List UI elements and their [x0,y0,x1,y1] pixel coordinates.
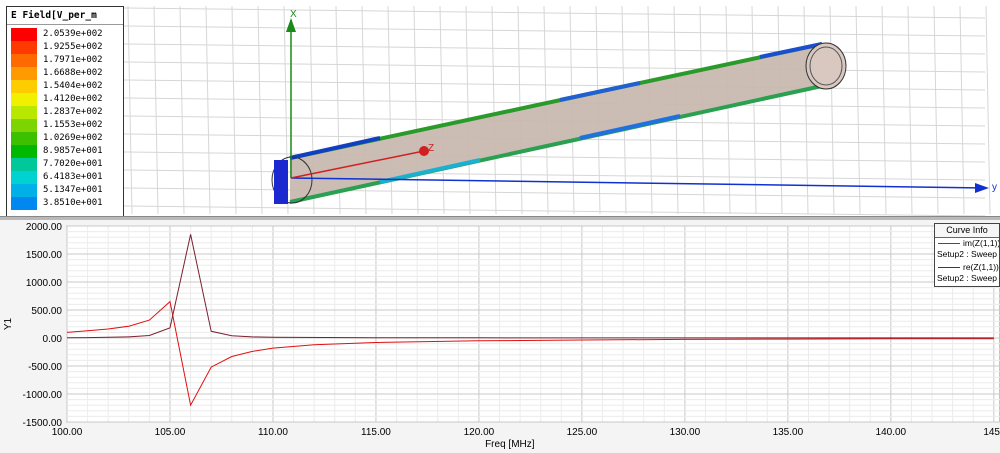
report-plot[interactable]: 2000.00 1500.00 1000.00 500.00 0.00 -500.00 -1… [0,220,1000,453]
legend-swatch [11,145,37,158]
x-tick-label: 110.00 [258,427,288,438]
legend-title: E Field[V_per_m [7,7,123,25]
y-tick-label: 0.00 [43,334,63,345]
x-tick-label: 130.00 [670,427,701,438]
legend-value: 1.5404e+002 [43,81,103,91]
pane-splitter[interactable] [0,216,1000,220]
y-axis-title: Y1 [3,317,14,330]
curve-name: im(Z(1,1)) [963,238,999,248]
curve-info-legend[interactable]: Curve Info im(Z(1,1)) Setup2 : Sweep re(… [934,223,1000,287]
legend-value: 1.0269e+002 [43,133,103,143]
legend-value: 5.1347e+001 [43,185,103,195]
coordinate-axes: X y Z [286,9,997,193]
legend-swatch [11,158,37,171]
plot-area[interactable] [66,225,1000,423]
x-tick-label: 100.00 [52,427,83,438]
curve-name: re(Z(1,1)) [963,262,999,272]
legend-value: 1.9255e+002 [43,42,103,52]
legend-row: 8.9857e+001 [7,145,125,158]
curve-setup: Setup2 : Sweep [937,249,998,259]
x-tick-label: 125.00 [567,427,598,438]
legend-row: 1.5404e+002 [7,80,125,93]
legend-value: 1.7971e+002 [43,55,103,65]
legend-swatch [11,80,37,93]
legend-row: 1.2837e+002 [7,106,125,119]
curve-setup: Setup2 : Sweep [937,273,998,283]
legend-swatch [11,54,37,67]
coax-line-model[interactable] [271,42,847,204]
legend-swatch [11,197,37,210]
x-tick-label: 120.00 [464,427,495,438]
y-tick-label: 500.00 [31,306,62,317]
x-tick-label: 115.00 [361,427,391,438]
legend-swatch [11,171,37,184]
y-tick-label: -1500.00 [23,418,63,429]
y-tick-label: -500.00 [28,362,62,373]
field-color-legend[interactable]: E Field[V_per_m 2.0539e+002 1.9255e+002 1.… [6,6,124,216]
y-tick-label: -1000.00 [23,390,63,401]
legend-swatch [11,106,37,119]
legend-swatch [11,184,37,197]
legend-swatch [11,67,37,80]
legend-row: 6.4183e+001 [7,171,125,184]
xy-plot[interactable]: 2000.00 1500.00 1000.00 500.00 0.00 -500.00 -1… [0,220,1000,453]
legend-value: 6.4183e+001 [43,172,103,182]
legend-value: 8.9857e+001 [43,146,103,156]
3d-viewport[interactable]: X y Z E Field[V_per_m 2.0539e+002 1.9255e… [0,0,1000,216]
legend-row: 1.4120e+002 [7,93,125,106]
x-tick-label: 140.00 [876,427,907,438]
legend-swatch [11,119,37,132]
legend-row: 5.1347e+001 [7,184,125,197]
curve-info-title: Curve Info [935,224,999,238]
legend-value: 1.4120e+002 [43,94,103,104]
y-tick-label: 2000.00 [26,222,63,233]
y-axis-label: y [992,182,997,193]
legend-row: 2.0539e+002 [7,28,125,41]
legend-row: 7.7020e+001 [7,158,125,171]
series-line[interactable] [66,300,994,407]
series-line[interactable] [66,234,994,339]
legend-value: 1.6688e+002 [43,68,103,78]
x-tick-label: 135.00 [773,427,804,438]
curve-swatch [938,243,960,244]
curve-entry[interactable]: im(Z(1,1)) Setup2 : Sweep [935,238,999,262]
legend-swatch [11,132,37,145]
x-axis-label: X [290,9,297,20]
curve-entry[interactable]: re(Z(1,1)) Setup2 : Sweep [935,262,999,286]
legend-value: 3.8510e+001 [43,198,103,208]
legend-value: 2.0539e+002 [43,29,103,39]
legend-swatch [11,28,37,41]
y-tick-label: 1500.00 [26,250,63,261]
legend-row: 3.8510e+001 [7,197,125,210]
legend-row: 1.6688e+002 [7,67,125,80]
legend-row: 1.1553e+002 [7,119,125,132]
legend-row: 1.9255e+002 [7,41,125,54]
3d-scene[interactable]: X y Z [0,0,1000,216]
x-tick-label: 105.00 [155,427,186,438]
legend-row: 1.7971e+002 [7,54,125,67]
legend-row: 1.0269e+002 [7,132,125,145]
x-axis-title: Freq [MHz] [485,439,535,450]
y-tick-label: 1000.00 [26,278,63,289]
x-tick-label: 145 [983,427,1000,438]
legend-swatch [11,41,37,54]
legend-value: 1.2837e+002 [43,107,103,117]
legend-swatch [11,93,37,106]
curve-swatch [938,267,960,268]
legend-value: 7.7020e+001 [43,159,103,169]
legend-value: 1.1553e+002 [43,120,103,130]
z-axis-label: Z [428,143,434,154]
